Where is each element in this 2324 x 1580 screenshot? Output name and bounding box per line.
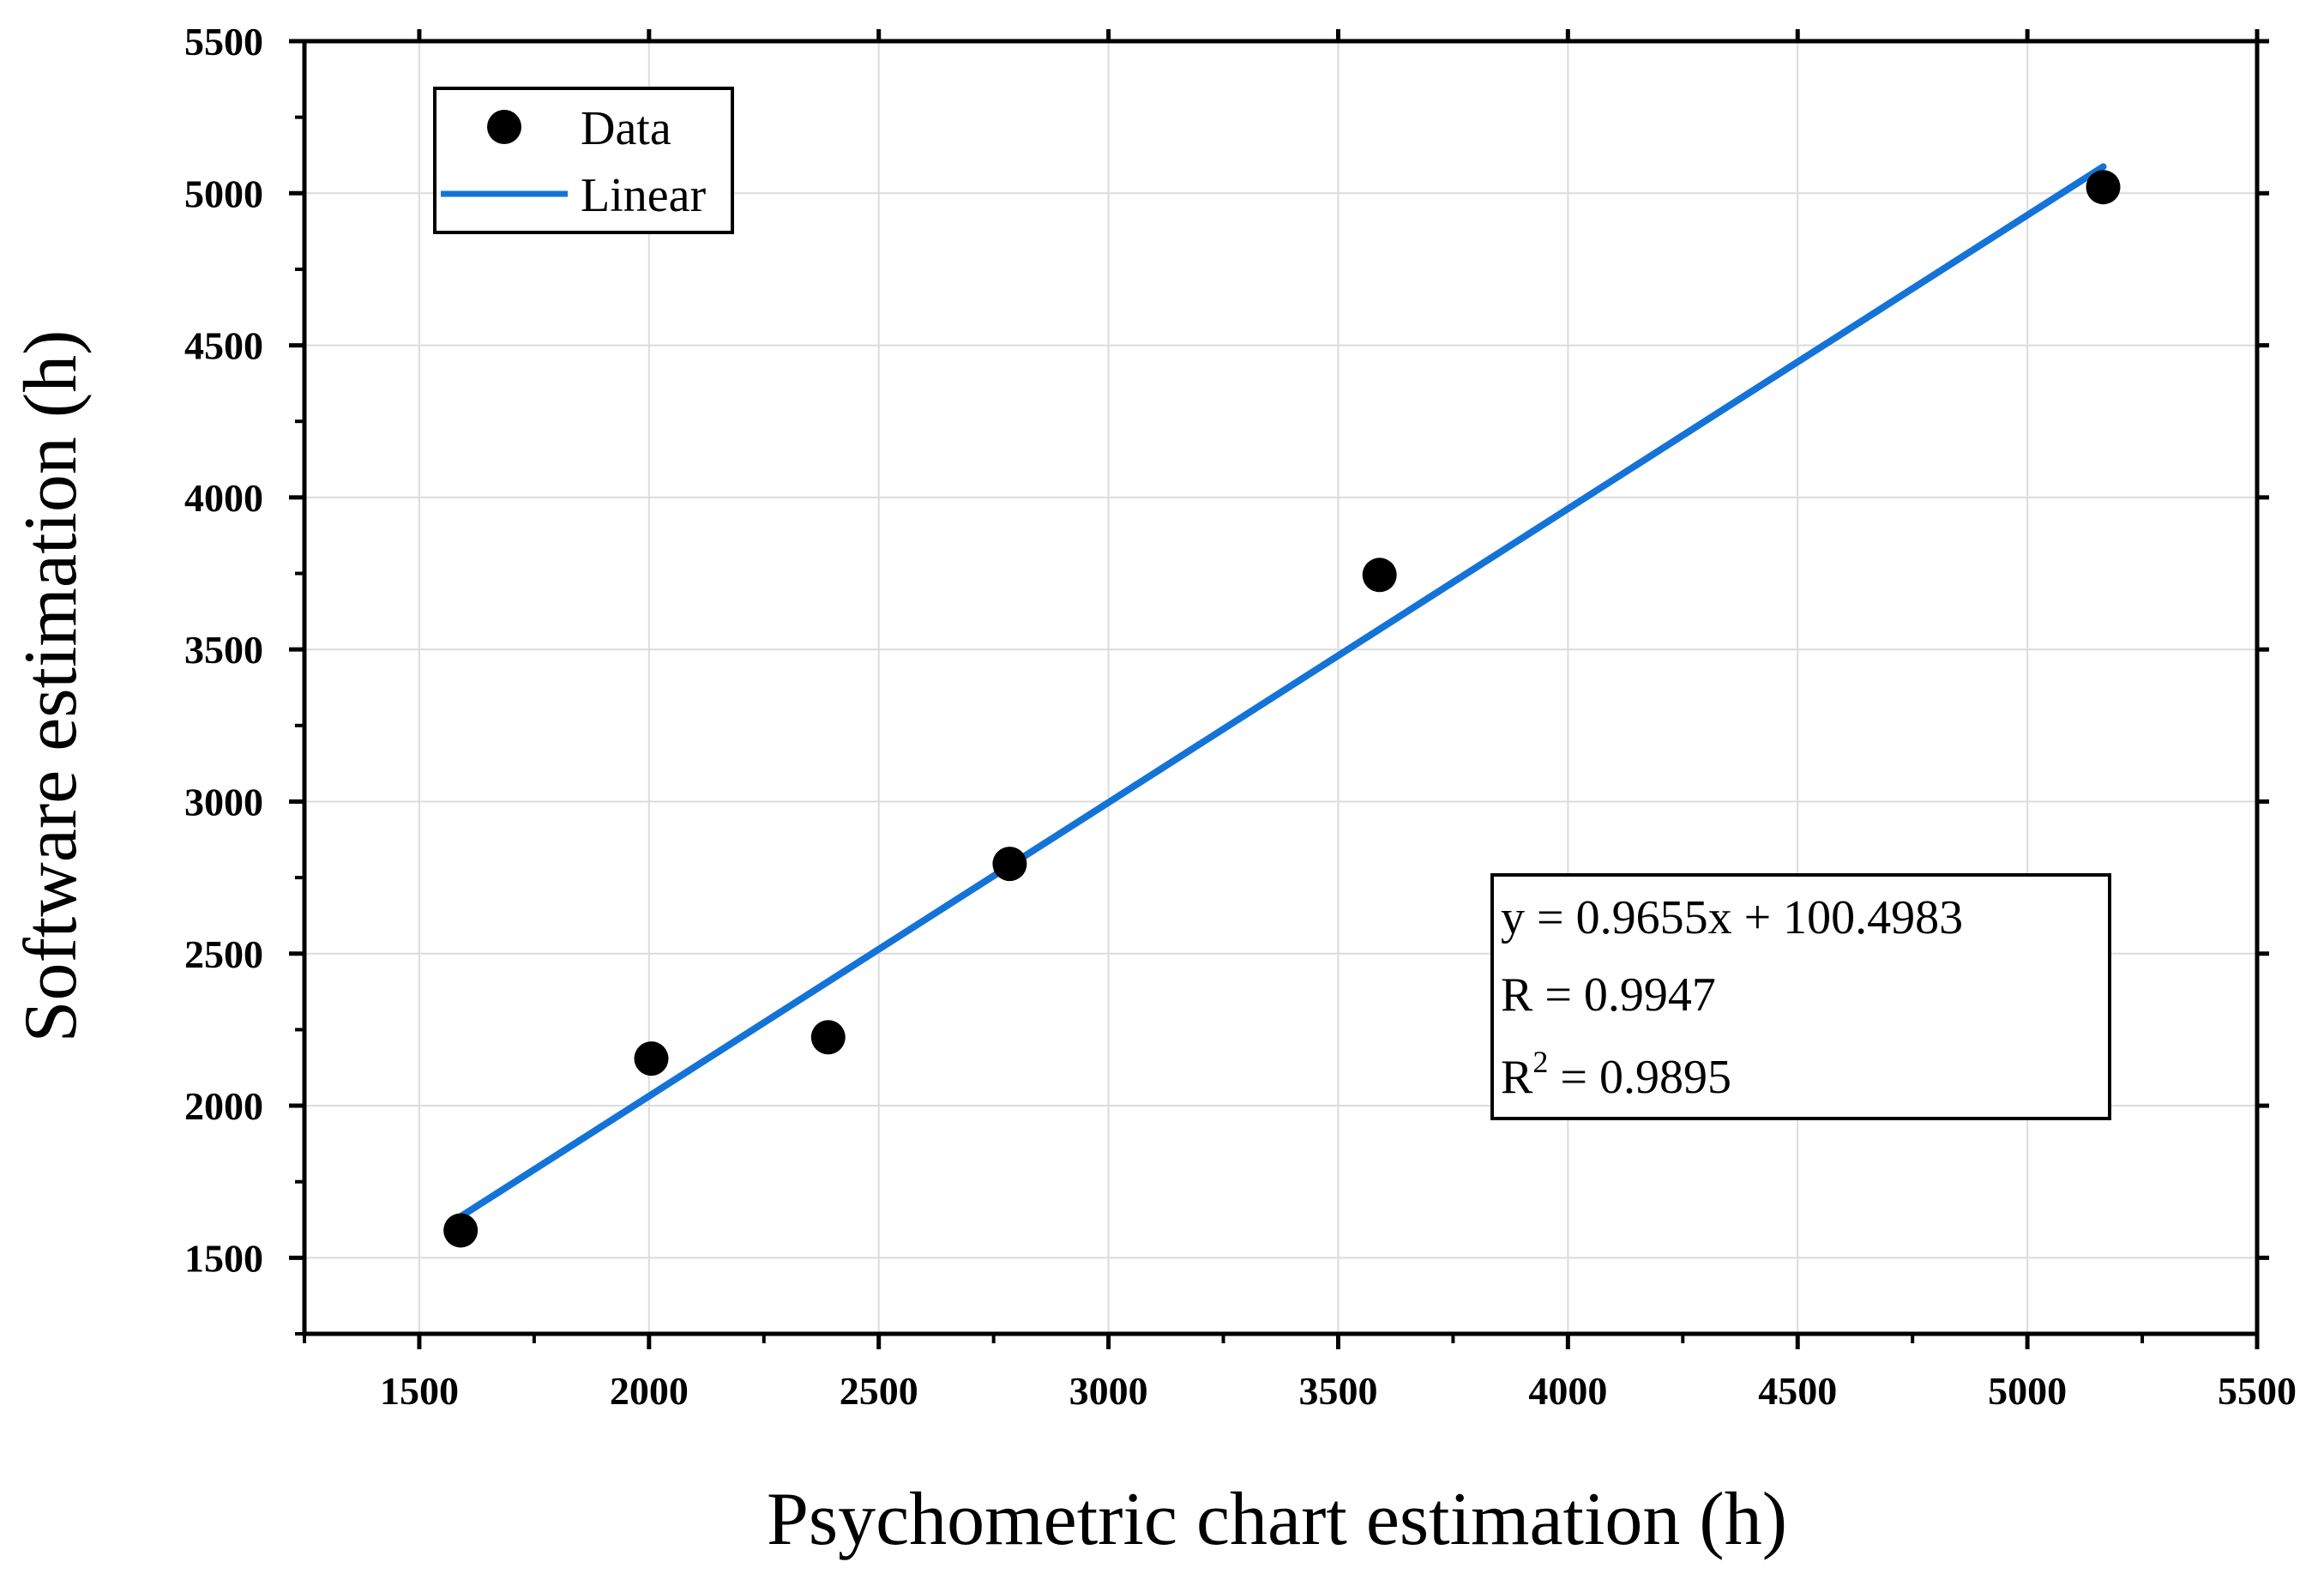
r-squared-superscript: 2 (1532, 1045, 1548, 1079)
x-tick-label: 4000 (1528, 1369, 1607, 1413)
y-tick-label: 1500 (184, 1236, 263, 1280)
data-point (2086, 170, 2121, 205)
x-tick-label: 3500 (1298, 1369, 1377, 1413)
r-value: R = 0.9947 (1501, 968, 1716, 1022)
x-tick-label: 2000 (610, 1369, 689, 1413)
legend-linear-label: Linear (581, 169, 706, 222)
x-tick-labels: 1500 2000 2500 3000 3500 4000 4500 5000 5500 (380, 1369, 2297, 1413)
y-tick-label: 5500 (184, 20, 263, 63)
y-tick-label: 3000 (184, 780, 263, 823)
regression-stats: y = 0.9655x + 100.4983 R = 0.9947 R2 = 0… (1490, 873, 2111, 1120)
regression-equation: y = 0.9655x + 100.4983 (1501, 891, 1963, 944)
r-squared-symbol: R (1501, 1051, 1533, 1104)
y-tick-label: 3500 (184, 628, 263, 672)
stats-box (1490, 873, 2111, 1120)
x-tick-label: 2500 (840, 1369, 918, 1413)
legend-data-marker (487, 110, 521, 144)
x-tick-label: 4500 (1758, 1369, 1837, 1413)
legend: Data Linear (433, 87, 734, 234)
data-point (992, 847, 1027, 882)
fit-line-group (457, 163, 2107, 1221)
r-squared-number: = 0.9895 (1548, 1051, 1731, 1104)
y-tick-label: 2000 (184, 1084, 263, 1128)
data-point (810, 1020, 846, 1055)
y-tick-label: 4000 (184, 476, 263, 520)
x-tick-label: 1500 (380, 1369, 459, 1413)
y-axis-label: Software estimation (h) (9, 330, 93, 1043)
y-tick-label: 4500 (184, 324, 263, 368)
r-squared-value: R2 = 0.9895 (1501, 1045, 1731, 1104)
legend-data-label: Data (581, 102, 671, 155)
data-points (443, 170, 2121, 1248)
x-tick-label: 5000 (1988, 1369, 2067, 1413)
x-tick-label: 5500 (2218, 1369, 2297, 1413)
x-tick-label: 3000 (1069, 1369, 1148, 1413)
x-axis-label: Psychometric chart estimation (h) (767, 1478, 1787, 1561)
plot-frame (302, 39, 2260, 1336)
linear-fit-line (457, 163, 2107, 1221)
axis-ticks (289, 29, 2269, 1349)
y-tick-labels: 1500 2000 2500 3000 3500 4000 4500 5000 5500 (184, 20, 263, 1280)
data-point (634, 1041, 669, 1076)
data-point (1362, 558, 1397, 593)
data-point (443, 1213, 479, 1248)
legend-box (433, 87, 734, 234)
y-tick-label: 5000 (184, 172, 263, 215)
y-tick-label: 2500 (184, 932, 263, 976)
